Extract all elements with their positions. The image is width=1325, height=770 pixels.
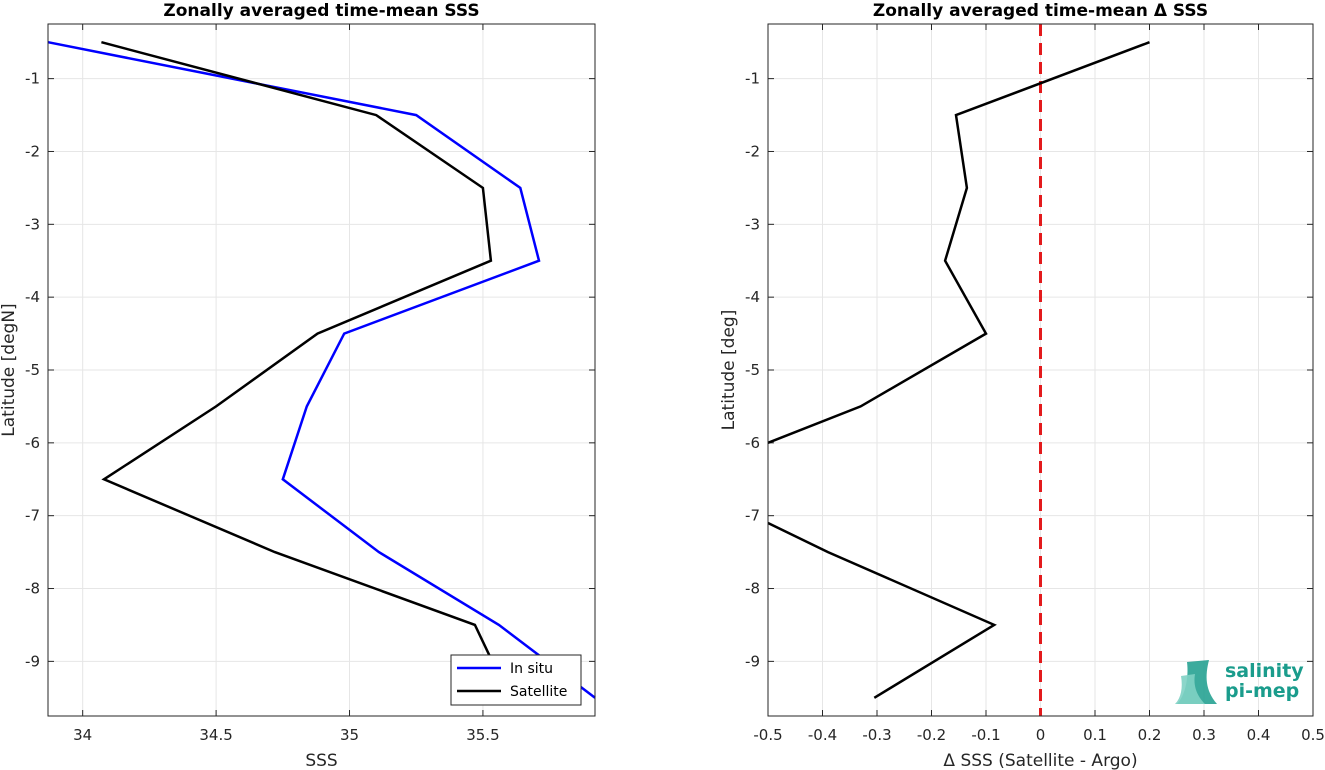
x-tick-label: -0.1 <box>971 726 1000 744</box>
x-tick-label: 0.5 <box>1301 726 1325 744</box>
y-tick-label: -4 <box>745 288 760 306</box>
y-tick-label: -5 <box>745 361 760 379</box>
x-axis-label: Δ SSS (Satellite - Argo) <box>943 751 1137 770</box>
y-tick-label: -9 <box>745 652 760 670</box>
legend-label: In situ <box>510 661 553 677</box>
series-line-satellite <box>101 40 511 699</box>
series-line-1 <box>767 41 1150 444</box>
y-tick-label: -4 <box>25 288 40 306</box>
y-tick-label: -3 <box>745 215 760 233</box>
y-tick-label: -3 <box>25 215 40 233</box>
y-tick-label: -2 <box>25 142 40 160</box>
x-axis-label: SSS <box>305 751 337 770</box>
legend: In situ Satellite <box>450 654 582 706</box>
y-axis-label: Latitude [deg] <box>719 310 739 431</box>
chart-title: Zonally averaged time-mean SSS <box>163 1 479 21</box>
y-tick-label: -1 <box>25 70 40 88</box>
legend-label: Satellite <box>510 684 567 700</box>
x-tick-label: 34.5 <box>199 726 232 744</box>
series-line-1 <box>767 521 997 699</box>
axes-box <box>47 23 596 717</box>
y-axis-label: Latitude [degN] <box>0 303 19 436</box>
series-line-in-situ <box>47 40 596 699</box>
y-tick-label: -8 <box>25 580 40 598</box>
x-tick-label: -0.2 <box>917 726 946 744</box>
logo: salinity pi-mep <box>1175 660 1304 704</box>
logo-text-line1: salinity <box>1225 660 1304 682</box>
y-tick-label: -1 <box>745 70 760 88</box>
legend-box <box>450 654 582 706</box>
x-tick-label: 0.3 <box>1192 726 1216 744</box>
x-tick-label: 0.2 <box>1138 726 1162 744</box>
x-tick-label: 0.1 <box>1083 726 1107 744</box>
chart-panel-1: 34 34.5 35 35.5 -1 -2 -3 -4 -5 -6 -7 -8 -9 Zonally av… <box>0 1 596 770</box>
logo-text-line2: pi-mep <box>1225 680 1299 702</box>
y-tick-label: -8 <box>745 580 760 598</box>
logo-wave-icon-light <box>1175 674 1205 704</box>
chart-title: Zonally averaged time-mean Δ SSS <box>873 1 1208 21</box>
y-tick-label: -2 <box>745 142 760 160</box>
chart-panel-2: -0.5 -0.4 -0.3 -0.2 -0.1 0 0.1 0.2 0.3 0.4 0.5 -1 -2… <box>719 1 1325 770</box>
y-tick-label: -5 <box>25 361 40 379</box>
axes-box <box>767 23 1314 717</box>
x-tick-label: 0.4 <box>1247 726 1271 744</box>
y-tick-label: -7 <box>25 507 40 525</box>
x-tick-label: -0.3 <box>862 726 891 744</box>
x-tick-label: 35.5 <box>466 726 499 744</box>
x-tick-label: 0 <box>1036 726 1046 744</box>
x-tick-label: 34 <box>73 726 92 744</box>
x-tick-label: 35 <box>340 726 359 744</box>
y-tick-label: -9 <box>25 652 40 670</box>
x-tick-label: -0.5 <box>753 726 782 744</box>
x-tick-label: -0.4 <box>808 726 837 744</box>
y-tick-label: -6 <box>25 434 40 452</box>
y-tick-label: -6 <box>745 434 760 452</box>
y-tick-label: -7 <box>745 507 760 525</box>
